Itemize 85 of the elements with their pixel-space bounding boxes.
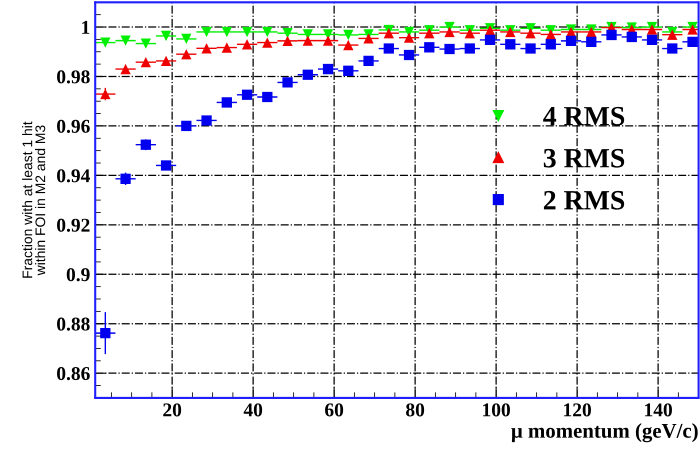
point [322,35,334,46]
point [384,28,394,38]
point [667,43,678,54]
point [505,39,516,50]
point [687,24,698,35]
y-tick-label: 0.96 [57,120,90,133]
x-tick-label: 120 [564,403,591,416]
y-tick-label: 0.94 [57,169,90,182]
point [140,140,151,150]
point [546,29,556,40]
point [404,50,414,60]
point [120,174,131,184]
point [606,30,617,40]
point [160,56,172,66]
point [242,39,252,50]
point [464,43,475,54]
legend-label: 2 RMS [544,190,624,210]
y-tick-label: 0.86 [57,366,90,380]
point [525,43,536,54]
point [201,43,212,54]
point [222,97,232,108]
point [525,28,536,38]
point [181,49,192,60]
point [444,26,455,38]
point [181,120,192,132]
point [181,34,192,44]
point [201,115,212,126]
point [262,26,272,38]
point [100,37,110,48]
y-axis-title: Fraction with at least 1 hit within FOI in M2 and M3 [22,121,46,278]
point [201,26,212,38]
point [140,38,151,49]
point [484,34,496,46]
point [626,32,637,42]
point [404,32,414,43]
x-axis-title: μ momentum (geV/c) [511,423,698,442]
point [586,36,596,48]
point [262,92,272,102]
point [343,30,354,40]
point [242,26,252,38]
point [343,66,354,76]
point [282,77,293,88]
point [100,88,110,100]
point [343,40,354,50]
point [566,36,576,46]
x-tick-label: 140 [645,403,672,416]
y-tick-label: 0.9 [66,268,90,282]
point [322,64,334,74]
point [424,28,434,38]
point [302,35,313,46]
point [160,30,172,42]
y-tick-label: 1 [82,20,90,34]
x-tick-label: 80 [406,403,424,416]
point [282,36,293,46]
point [667,30,678,40]
legend-label: 4 RMS [543,106,624,126]
point [100,328,110,338]
x-tick-label: 40 [244,403,262,416]
x-tick-label: 20 [163,403,182,416]
point [282,28,293,38]
point [444,44,455,54]
x-tick-label: 100 [483,403,510,416]
point [242,90,252,100]
point [222,26,232,38]
point [687,36,698,48]
x-tick-label: 60 [325,403,344,416]
y-tick-label: 0.92 [57,218,90,232]
y-tick-label: 0.88 [57,318,90,331]
point [646,34,658,46]
y-tick-label: 0.98 [57,70,90,84]
point [546,39,556,50]
point [120,35,131,46]
point [363,33,374,44]
point [140,56,151,68]
point [384,43,394,54]
point [222,42,232,53]
point [646,24,658,35]
point [464,28,475,38]
point [160,160,172,171]
point [120,64,131,74]
legend-label: 3 RMS [544,148,624,168]
point [363,56,374,66]
point [262,37,272,48]
point [424,42,434,52]
point [302,70,313,80]
